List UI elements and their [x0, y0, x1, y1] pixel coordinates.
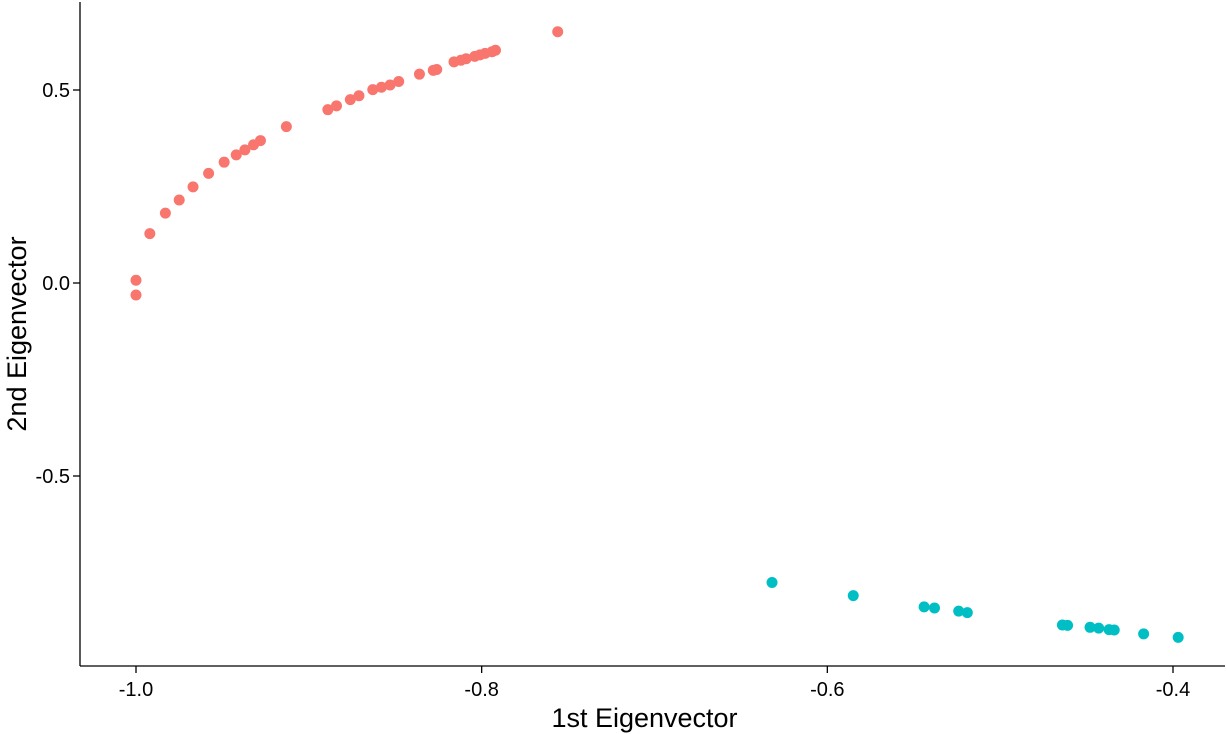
data-point [144, 228, 156, 240]
data-point [460, 53, 472, 65]
data-point [218, 156, 230, 168]
data-point [130, 289, 142, 301]
data-point [489, 44, 501, 56]
data-point [393, 76, 405, 88]
data-points [130, 26, 1184, 643]
data-point [375, 81, 387, 93]
data-point [173, 194, 185, 206]
data-point [187, 181, 199, 193]
x-axis-title: 1st Eigenvector [551, 703, 737, 733]
y-tick-label: 0.0 [42, 273, 70, 295]
data-point [280, 121, 292, 133]
data-point [431, 64, 443, 76]
x-tick-label: -0.6 [810, 679, 844, 701]
data-point [552, 26, 564, 38]
y-tick-label: -0.5 [36, 466, 70, 488]
data-point [918, 601, 930, 613]
x-tick-label: -1.0 [119, 679, 153, 701]
data-point [330, 100, 342, 112]
data-point [1172, 631, 1184, 643]
x-tick-label: -0.8 [464, 679, 498, 701]
data-point [384, 79, 396, 91]
y-tick-label: 0.5 [42, 80, 70, 102]
data-point [322, 104, 334, 116]
data-point [239, 144, 251, 156]
data-point [367, 84, 379, 96]
data-point [1108, 624, 1120, 636]
data-point [847, 590, 859, 602]
data-point [344, 94, 356, 106]
data-point [130, 274, 142, 286]
data-point [766, 577, 778, 589]
data-point [203, 167, 215, 179]
data-point [1093, 622, 1105, 634]
data-point [254, 135, 266, 147]
data-point [1062, 619, 1074, 631]
axes: -1.0 -0.8 -0.6 -0.4 0.5 0.0 -0.5 [36, 2, 1225, 701]
series-cluster-1 [130, 26, 564, 301]
data-point [928, 602, 940, 614]
data-point [1084, 621, 1096, 633]
data-point [159, 207, 171, 219]
data-point [953, 605, 965, 617]
y-axis-title: 2nd Eigenvector [2, 236, 32, 431]
data-point [230, 149, 242, 161]
data-point [961, 607, 973, 619]
data-point [1138, 628, 1150, 640]
series-cluster-2 [766, 577, 1184, 643]
data-point [353, 90, 365, 102]
x-tick-label: -0.4 [1156, 679, 1190, 701]
data-point [413, 68, 425, 80]
